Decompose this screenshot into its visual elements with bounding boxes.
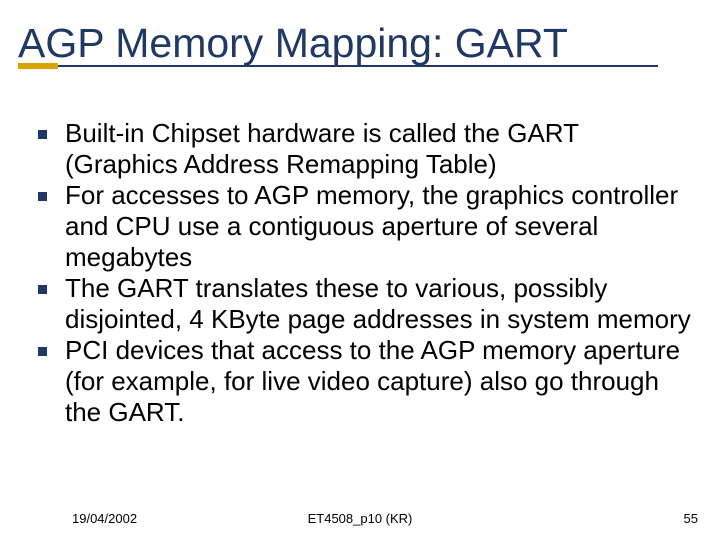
- footer-page-number: 55: [684, 511, 698, 526]
- list-item: For accesses to AGP memory, the graphics…: [38, 180, 692, 273]
- list-item: Built-in Chipset hardware is called the …: [38, 118, 692, 180]
- footer-date: 19/04/2002: [72, 511, 137, 526]
- footer-doc-ref: ET4508_p10 (KR): [308, 511, 413, 526]
- bullet-text: The GART translates these to various, po…: [65, 273, 692, 335]
- bullet-text: PCI devices that access to the AGP memor…: [65, 335, 692, 428]
- bullet-icon: [38, 192, 47, 201]
- list-item: The GART translates these to various, po…: [38, 273, 692, 335]
- bullet-icon: [38, 285, 47, 294]
- bullet-icon: [38, 130, 47, 139]
- slide: AGP Memory Mapping: GART Built-in Chipse…: [0, 0, 720, 540]
- bullet-text: Built-in Chipset hardware is called the …: [65, 118, 692, 180]
- bullet-icon: [38, 347, 47, 356]
- slide-title: AGP Memory Mapping: GART: [18, 20, 568, 67]
- body: Built-in Chipset hardware is called the …: [38, 118, 692, 428]
- footer: 19/04/2002 ET4508_p10 (KR) 55: [0, 506, 720, 526]
- title-block: AGP Memory Mapping: GART: [18, 20, 568, 67]
- list-item: PCI devices that access to the AGP memor…: [38, 335, 692, 428]
- bullet-text: For accesses to AGP memory, the graphics…: [65, 180, 692, 273]
